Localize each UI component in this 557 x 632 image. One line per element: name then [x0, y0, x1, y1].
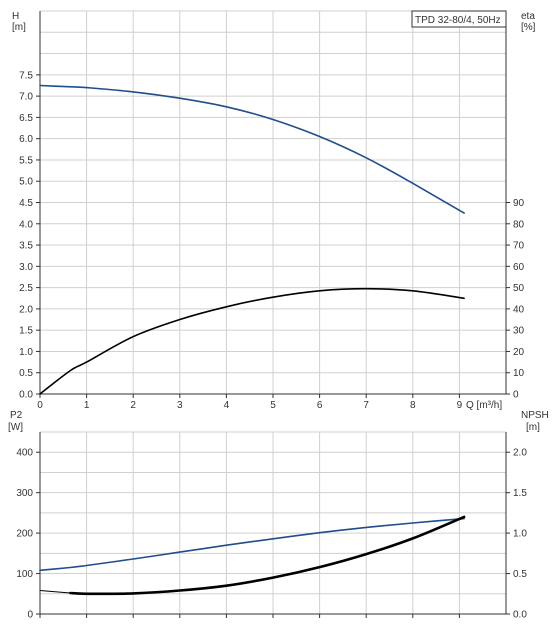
h-axis-tick-label: 2.0	[19, 304, 33, 315]
h-axis-tick-label: 4.0	[19, 219, 33, 230]
q-axis-tick-label: 7	[363, 400, 369, 411]
q-axis-tick-label: 2	[130, 400, 136, 411]
h-axis-tick-label: 4.5	[19, 198, 33, 209]
bottom-panel-grid	[39, 431, 507, 615]
h-axis-tick-label: 0.0	[19, 390, 33, 401]
eta-axis-tick-label: 70	[513, 241, 525, 252]
p2-curve-start	[39, 590, 71, 594]
p1-curve	[39, 517, 465, 572]
h-axis-tick-label: 2.5	[19, 283, 33, 294]
eta-axis-tick-label: 60	[513, 262, 525, 273]
p2-axis-label: P2	[10, 410, 23, 421]
p2-axis-tick-label: 400	[16, 448, 33, 459]
npsh-axis-tick-label: 0.5	[513, 569, 527, 580]
p2-axis-unit: [W]	[8, 422, 23, 433]
h-axis-tick-label: 6.5	[19, 113, 33, 124]
h-axis-tick-label: 3.5	[19, 241, 33, 252]
eta-axis-tick-label: 20	[513, 347, 525, 358]
q-axis-tick-label: 1	[84, 400, 90, 411]
top-panel-grid	[39, 10, 507, 395]
q-axis-tick-label: 9	[457, 400, 463, 411]
h-axis-tick-label: 6.0	[19, 134, 33, 145]
npsh-axis-label: NPSH	[521, 410, 549, 421]
npsh-axis-tick-label: 1.5	[513, 488, 527, 499]
p2-axis-tick-label: 100	[16, 569, 33, 580]
q-axis-tick-label: 0	[37, 400, 43, 411]
p2-axis-tick-label: 300	[16, 488, 33, 499]
bottom-panel-series	[39, 515, 466, 596]
h-axis-tick-label: 5.5	[19, 155, 33, 166]
bottom-panel-axes: 0 100 200 300 400 0.0 0.5 1.0 1.5 2.0	[16, 432, 527, 621]
eta-axis-tick-label: 10	[513, 368, 525, 379]
eta-axis-tick-label: 30	[513, 326, 525, 337]
eta-curve	[39, 287, 465, 395]
eta-axis-tick-label: 40	[513, 304, 525, 315]
h-axis-tick-label: 0.5	[19, 368, 33, 379]
p2-axis-tick-label: 0	[27, 610, 33, 621]
chart-title-box	[411, 10, 507, 28]
q-axis-label: Q [m³/h]	[466, 400, 502, 411]
q-axis-tick-label: 4	[224, 400, 230, 411]
q-axis-tick-label: 8	[410, 400, 416, 411]
h-axis-tick-label: 1.0	[19, 347, 33, 358]
eta-axis-tick-label: 90	[513, 198, 525, 209]
h-axis-tick-label: 7.0	[19, 92, 33, 103]
h-axis-tick-label: 3.0	[19, 262, 33, 273]
eta-axis-tick-label: 50	[513, 283, 525, 294]
top-panel-axes: 0.0 0.5 1.0 1.5 2.0 2.5 3.0 3.5 4.0 4.5 5.0 5.5 6.0 6…	[19, 11, 525, 411]
q-axis-tick-label: 5	[270, 400, 276, 411]
p2-curve	[69, 515, 466, 596]
npsh-axis-tick-label: 1.0	[513, 529, 527, 540]
h-axis-tick-label: 7.5	[19, 70, 33, 81]
q-axis-tick-label: 3	[177, 400, 183, 411]
h-axis-unit: [m]	[12, 22, 26, 33]
axis-labels: Q [m³/h]H[m]eta[%]P2[W]NPSH[m]	[8, 11, 549, 433]
h-curve	[39, 84, 465, 214]
eta-axis-unit: [%]	[521, 22, 536, 33]
npsh-axis-tick-label: 0.0	[513, 610, 527, 621]
h-axis-tick-label: 1.5	[19, 326, 33, 337]
npsh-axis-unit: [m]	[526, 422, 540, 433]
eta-axis-tick-label: 0	[513, 390, 519, 401]
eta-axis-tick-label: 80	[513, 219, 525, 230]
p2-axis-tick-label: 200	[16, 529, 33, 540]
chart-title: TPD 32-80/4, 50Hz	[415, 15, 501, 26]
h-axis-tick-label: 5.0	[19, 177, 33, 188]
h-axis-label: H	[12, 11, 19, 22]
eta-axis-label: eta	[521, 11, 535, 22]
top-panel-series	[39, 84, 465, 395]
q-axis-tick-label: 6	[317, 400, 323, 411]
npsh-axis-tick-label: 2.0	[513, 448, 527, 459]
